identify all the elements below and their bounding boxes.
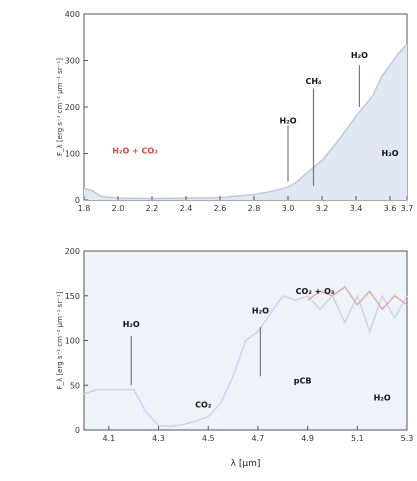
bottom-panel: 4.1 4.3 4.5 4.7 4.9 5.1 5.3 0 50 100 150 200 F_λ [er…	[56, 247, 413, 469]
y-tick-label: 150	[65, 292, 80, 301]
x-tick-label: 3.6	[384, 204, 397, 213]
x-tick-label: 4.7	[252, 434, 265, 443]
x-tick-label: 3.2	[316, 204, 329, 213]
annotation-label: H₂O	[252, 307, 269, 316]
series-line-1	[307, 285, 408, 311]
annotation-label: H₂O	[280, 116, 297, 125]
annotation-label: H₂O + CO₂	[112, 147, 158, 156]
x-tick-label: 2.8	[248, 204, 261, 213]
y-tick-label: 0	[75, 426, 80, 435]
x-tick-label: 4.9	[301, 434, 314, 443]
y-tick-label: 400	[65, 10, 80, 19]
annotation-label: H₂O	[382, 149, 399, 158]
x-tick-label: 3.4	[350, 204, 363, 213]
y-tick-label: 100	[65, 150, 80, 159]
series-line	[83, 43, 408, 200]
x-tick-label: 2.6	[214, 204, 227, 213]
x-tick-label: 2.2	[146, 204, 159, 213]
x-tick-label: 4.1	[102, 434, 115, 443]
x-tick-label: 1.8	[78, 204, 91, 213]
x-tick-label: 2.4	[180, 204, 193, 213]
top-panel: 1.8 2.0 2.2 2.4 2.6 2.8 3.0 3.2 3.4 3.6 3.7 0 100 200…	[56, 10, 413, 213]
x-axis-label: λ [μm]	[231, 459, 261, 469]
x-tick-label: 4.5	[202, 434, 215, 443]
series-area	[84, 44, 407, 201]
y-axis-label: F_λ [erg s⁻¹ cm⁻² μm⁻¹ sr⁻¹]	[56, 291, 64, 389]
y-tick-label: 200	[65, 103, 80, 112]
x-tick-label: 3.0	[282, 204, 295, 213]
annotation-label: H₂O	[374, 393, 391, 402]
y-tick-label: 0	[75, 196, 80, 205]
annotation-label: H₂O	[123, 320, 140, 329]
series-line-0	[83, 293, 408, 428]
annotation-label: CH₄	[305, 77, 322, 86]
y-axis-label: F_λ [erg s⁻¹ cm⁻² μm⁻¹ sr⁻¹]	[56, 58, 64, 156]
annotation-label: pCB	[294, 376, 312, 385]
x-tick-label: 5.3	[401, 434, 414, 443]
y-tick-label: 100	[65, 337, 80, 346]
x-tick-label: 3.7	[401, 204, 414, 213]
annotation-label: H₂O	[351, 51, 368, 60]
y-tick-label: 300	[65, 57, 80, 66]
y-tick-label: 50	[70, 381, 80, 390]
x-tick-label: 5.1	[351, 434, 364, 443]
x-tick-label: 4.3	[152, 434, 165, 443]
x-tick-label: 2.0	[112, 204, 125, 213]
annotation-label: CO₂	[195, 401, 212, 410]
annotation-label: CO₂ + O₃	[296, 287, 335, 296]
y-tick-label: 200	[65, 247, 80, 256]
